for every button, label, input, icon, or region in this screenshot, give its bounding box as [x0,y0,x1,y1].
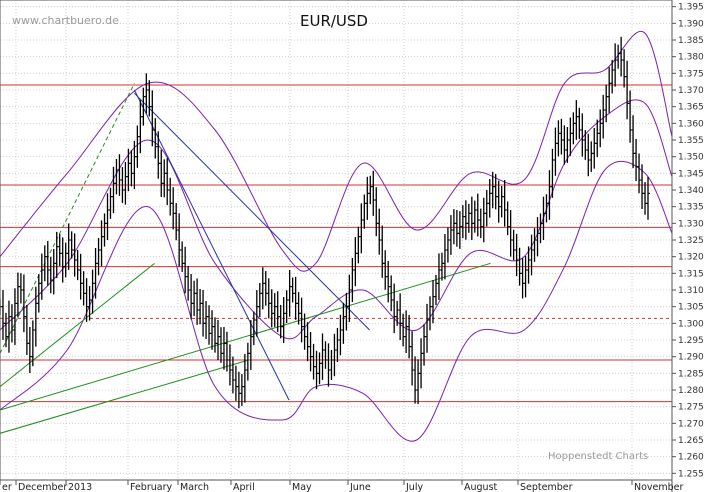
y-tick-label: 1.375 [678,69,704,79]
y-tick-label: 1.315 [678,269,704,279]
trendline [0,359,249,434]
trendline [133,89,290,401]
y-tick-label: 1.290 [678,353,704,363]
bollinger-lower [0,160,673,442]
x-tick-label: December [18,482,67,492]
x-tick-label: 2013 [68,482,92,492]
y-tick-label: 1.325 [678,236,704,246]
y-tick-label: 1.295 [678,336,704,346]
y-tick-label: 1.285 [678,369,704,379]
watermark: www.chartbuero.de [12,14,119,27]
y-tick-label: 1.305 [678,303,704,313]
y-tick-label: 1.370 [678,86,704,96]
trendline [0,83,135,354]
bollinger-upper [0,30,673,272]
y-axis-ticks: 1.255 1.260 1.265 1.270 1.275 1.280 1.285 1.290… [672,3,704,479]
y-tick-label: 1.380 [678,53,704,63]
trendline [0,262,155,388]
ohlc-bar [646,176,650,220]
chart-credit: Hoppenstedt Charts [548,451,648,462]
y-tick-label: 1.365 [678,103,704,113]
x-tick-label: August [464,482,498,492]
y-tick-label: 1.330 [678,219,704,229]
y-tick-label: 1.355 [678,136,704,146]
x-tick-label: November [634,482,684,492]
grid [0,0,672,480]
y-tick-label: 1.320 [678,253,704,263]
y-tick-label: 1.345 [678,169,704,179]
y-tick-label: 1.310 [678,286,704,296]
y-tick-label: 1.255 [678,469,704,479]
y-tick-label: 1.350 [678,153,704,163]
x-tick-label: July [405,482,423,492]
x-tick-label: March [180,482,209,492]
x-tick-label: June [349,482,371,492]
y-tick-label: 1.270 [678,419,704,429]
horizontal-levels [0,84,672,403]
x-tick-label: May [292,482,312,492]
y-tick-label: 1.275 [678,403,704,413]
x-axis-ticks: er December 2013 February March April May June J… [0,480,684,492]
x-tick-label: September [520,482,573,492]
y-tick-label: 1.300 [678,319,704,329]
trendline [134,92,370,331]
chart-title: EUR/USD [300,12,368,30]
trendlines [0,83,491,434]
y-tick-label: 1.335 [678,203,704,213]
trendline [0,262,491,411]
y-tick-label: 1.280 [678,386,704,396]
y-tick-label: 1.395 [678,3,704,13]
y-tick-label: 1.385 [678,36,704,46]
x-tick-label: er [2,482,12,492]
price-bars [0,36,650,409]
x-tick-label: February [130,482,172,492]
y-tick-label: 1.340 [678,186,704,196]
y-tick-label: 1.390 [678,19,704,29]
x-tick-label: April [233,482,255,492]
y-tick-label: 1.260 [678,453,704,463]
y-tick-label: 1.360 [678,119,704,129]
y-tick-label: 1.265 [678,436,704,446]
